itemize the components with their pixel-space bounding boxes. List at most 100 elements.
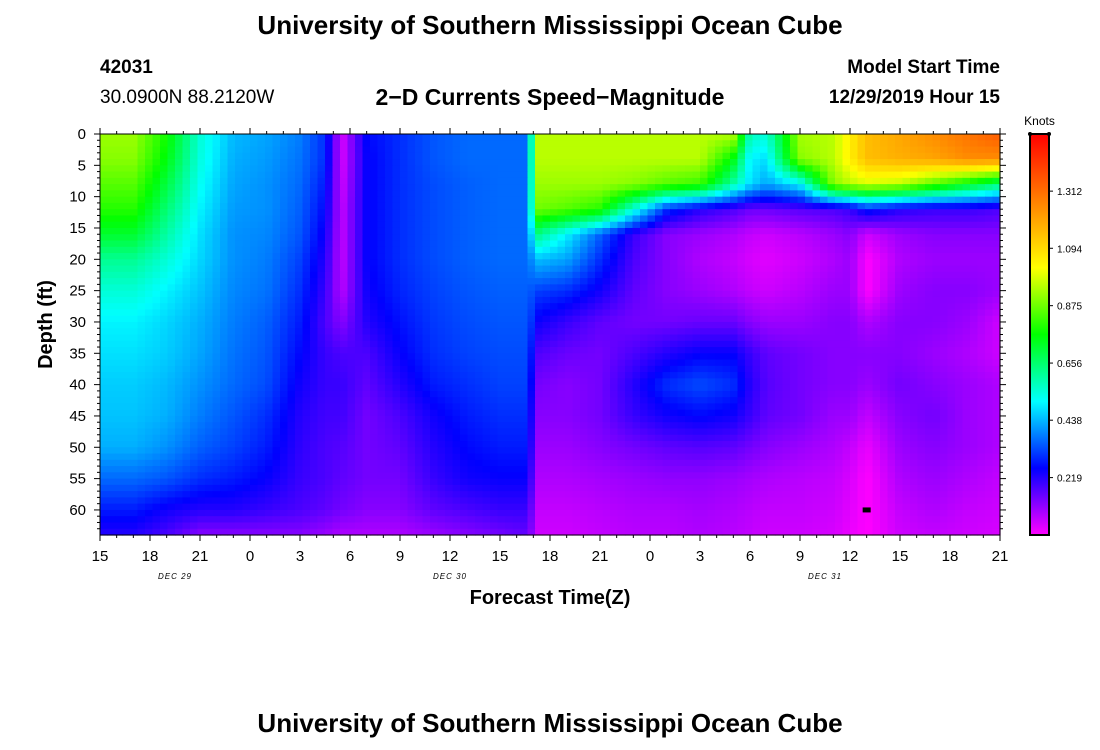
heatmap-cell	[805, 246, 814, 254]
heatmap-cell	[962, 353, 971, 361]
heatmap-cell	[490, 177, 499, 185]
heatmap-cell	[220, 152, 229, 160]
heatmap-cell	[422, 353, 431, 361]
heatmap-cell	[280, 171, 289, 179]
heatmap-cell	[857, 196, 866, 204]
heatmap-cell	[940, 227, 949, 235]
heatmap-cell	[820, 259, 829, 267]
heatmap-cell	[362, 353, 371, 361]
heatmap-cell	[280, 177, 289, 185]
heatmap-cell	[370, 278, 379, 285]
heatmap-cell	[955, 372, 964, 379]
heatmap-cell	[595, 353, 604, 361]
heatmap-cell	[227, 215, 236, 223]
heatmap-cell	[655, 296, 664, 304]
heatmap-cell	[280, 184, 289, 191]
heatmap-cell	[610, 227, 619, 235]
heatmap-cell	[242, 384, 251, 392]
heatmap-cell	[145, 209, 154, 217]
heatmap-cell	[340, 347, 349, 354]
heatmap-cell	[677, 309, 686, 317]
heatmap-cell	[482, 278, 491, 285]
heatmap-cell	[670, 196, 679, 204]
heatmap-cell	[377, 296, 386, 304]
heatmap-cell	[512, 315, 521, 323]
heatmap-cell	[250, 171, 259, 179]
heatmap-cell	[220, 146, 229, 154]
heatmap-cell	[572, 271, 581, 279]
heatmap-cell	[550, 359, 559, 367]
heatmap-cell	[505, 284, 514, 292]
heatmap-cell	[880, 296, 889, 304]
heatmap-cell	[205, 328, 214, 336]
heatmap-cell	[632, 315, 641, 323]
heatmap-cell	[107, 259, 116, 267]
heatmap-cell	[122, 265, 131, 273]
heatmap-cell	[227, 334, 236, 342]
heatmap-cell	[100, 259, 109, 267]
heatmap-cell	[422, 271, 431, 279]
heatmap-cell	[842, 159, 851, 166]
heatmap-cell	[932, 347, 941, 354]
heatmap-cell	[782, 259, 791, 267]
heatmap-cell	[295, 372, 304, 379]
heatmap-cell	[962, 384, 971, 392]
heatmap-cell	[610, 134, 619, 141]
heatmap-cell	[752, 321, 761, 329]
heatmap-cell	[197, 146, 206, 154]
heatmap-cell	[415, 296, 424, 304]
heatmap-cell	[467, 315, 476, 323]
heatmap-cell	[460, 372, 469, 379]
heatmap-cell	[205, 165, 214, 173]
heatmap-cell	[625, 378, 634, 386]
heatmap-cell	[242, 365, 251, 373]
heatmap-cell	[205, 278, 214, 285]
heatmap-cell	[775, 372, 784, 379]
heatmap-cell	[295, 284, 304, 292]
heatmap-cell	[895, 190, 904, 198]
heatmap-cell	[977, 321, 986, 329]
heatmap-cell	[347, 303, 356, 311]
heatmap-cell	[910, 246, 919, 254]
heatmap-cell	[302, 372, 311, 379]
heatmap-cell	[355, 284, 364, 292]
heatmap-cell	[535, 190, 544, 198]
heatmap-cell	[707, 315, 716, 323]
heatmap-cell	[310, 372, 319, 379]
heatmap-cell	[340, 378, 349, 386]
heatmap-cell	[482, 284, 491, 292]
heatmap-cell	[160, 278, 169, 285]
heatmap-cell	[527, 321, 536, 329]
heatmap-cell	[917, 215, 926, 223]
heatmap-cell	[130, 196, 139, 204]
heatmap-cell	[962, 359, 971, 367]
heatmap-cell	[340, 196, 349, 204]
heatmap-cell	[790, 240, 799, 248]
heatmap-cell	[962, 202, 971, 210]
heatmap-cell	[422, 365, 431, 373]
heatmap-cell	[767, 271, 776, 279]
heatmap-cell	[895, 372, 904, 379]
heatmap-cell	[205, 140, 214, 148]
heatmap-cell	[317, 134, 326, 141]
heatmap-cell	[925, 140, 934, 148]
heatmap-cell	[902, 184, 911, 191]
heatmap-cell	[512, 259, 521, 267]
heatmap-cell	[895, 134, 904, 141]
heatmap-cell	[235, 215, 244, 223]
heatmap-cell	[767, 365, 776, 373]
heatmap-cell	[302, 278, 311, 285]
heatmap-cell	[310, 240, 319, 248]
heatmap-cell	[175, 321, 184, 329]
heatmap-cell	[227, 278, 236, 285]
heatmap-cell	[385, 290, 394, 298]
heatmap-cell	[295, 209, 304, 217]
heatmap-cell	[632, 177, 641, 185]
heatmap-cell	[445, 240, 454, 248]
heatmap-cell	[205, 384, 214, 392]
heatmap-cell	[182, 390, 191, 398]
heatmap-cell	[280, 328, 289, 336]
heatmap-cell	[775, 290, 784, 298]
heatmap-cell	[865, 321, 874, 329]
heatmap-cell	[752, 372, 761, 379]
